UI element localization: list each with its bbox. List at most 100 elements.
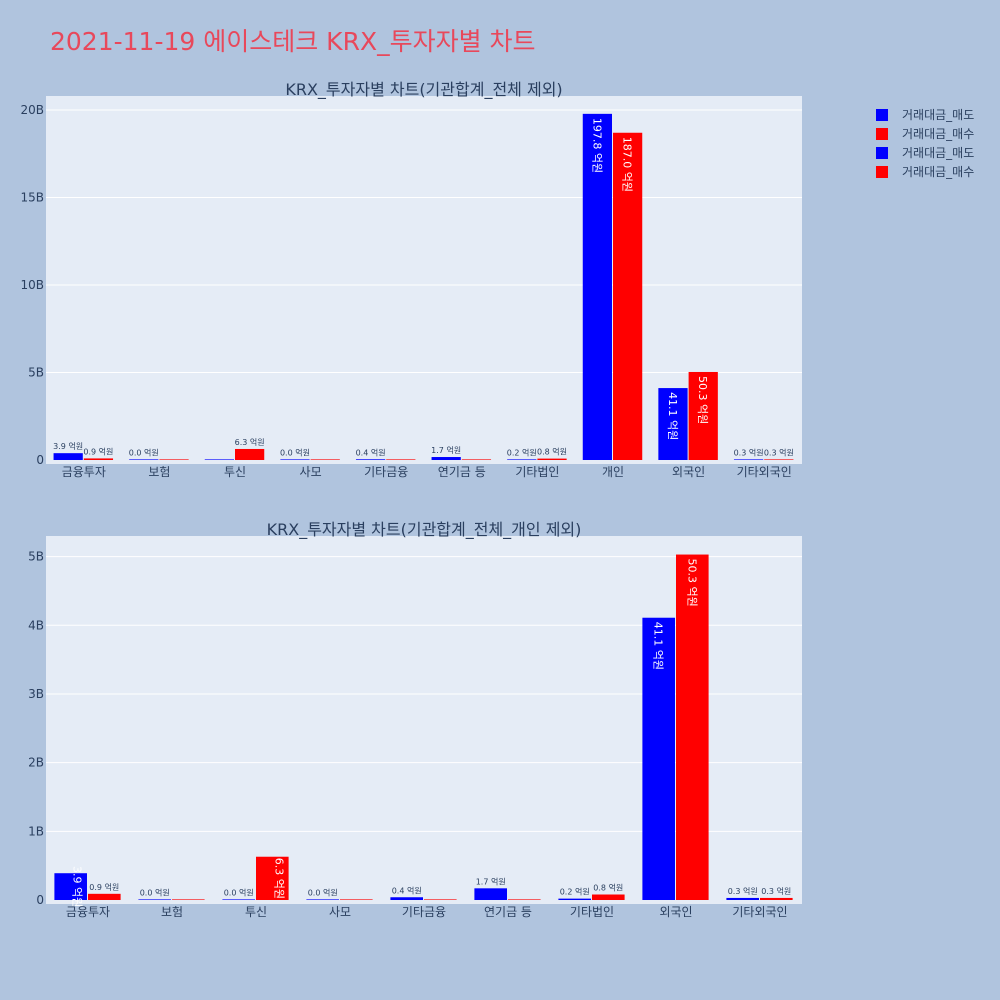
data-label: 50.3 억원: [685, 559, 698, 607]
bar-sell: [431, 457, 461, 460]
bar-sell: [53, 453, 83, 460]
data-label: 0.0 억원: [140, 887, 170, 897]
legend-swatch: [876, 109, 888, 121]
data-label: 6.3 억원: [272, 858, 285, 899]
bar-sell: [474, 888, 507, 900]
page-title: 2021-11-19 에이스테크 KRX_투자자별 차트: [50, 27, 536, 56]
y-tick-label: 0: [36, 893, 44, 907]
y-tick-label: 2B: [28, 756, 44, 770]
legend-swatch: [876, 147, 888, 159]
x-tick-label: 사모: [300, 465, 322, 479]
data-label: 3.9 억원: [53, 441, 83, 451]
y-tick-label: 15B: [20, 191, 44, 205]
x-tick-label: 개인: [602, 465, 624, 479]
x-tick-label: 기타외국인: [737, 465, 792, 479]
chart-title: KRX_투자자별 차트(기관합계_전체 제외): [285, 80, 562, 100]
bar-buy: [424, 899, 457, 900]
bar-buy: [537, 458, 567, 460]
legend-item[interactable]: 거래대금_매도: [876, 146, 974, 160]
y-tick-label: 20B: [20, 103, 44, 117]
bar-buy: [340, 899, 373, 900]
data-label: 0.8 억원: [537, 447, 567, 457]
data-label: 1.7 억원: [431, 445, 461, 455]
x-tick-label: 기타금융: [402, 905, 446, 919]
x-tick-label: 보험: [148, 465, 170, 479]
data-label: 50.3 억원: [696, 376, 709, 424]
x-tick-label: 기타법인: [570, 905, 614, 919]
bar-sell: [306, 899, 339, 900]
y-tick-label: 10B: [20, 278, 44, 292]
data-label: 41.1 억원: [652, 622, 665, 670]
bar-sell: [733, 459, 764, 460]
bar-sell: [222, 899, 255, 900]
y-tick-label: 4B: [28, 618, 44, 632]
legend-label: 거래대금_매도: [902, 146, 974, 160]
x-tick-label: 기타법인: [515, 465, 559, 479]
bar-buy: [461, 459, 492, 460]
bar-buy: [386, 459, 416, 460]
bar-buy: [613, 132, 643, 460]
legend-label: 거래대금_매도: [902, 108, 974, 122]
bar-buy: [159, 459, 189, 460]
data-label: 0.9 억원: [83, 446, 113, 456]
chart-1: 0 5B 10B 15B 20B KRX_투자자별 차트(기관합계_전체 제외) 금융투자 3…: [20, 80, 802, 479]
legend-item[interactable]: 거래대금_매도: [876, 108, 974, 122]
bar-sell: [355, 459, 386, 460]
x-tick-label: 투신: [245, 905, 267, 919]
data-label: 187.0 억원: [621, 137, 634, 192]
bar-buy: [688, 371, 718, 460]
x-tick-label: 기타외국인: [732, 905, 787, 919]
data-label: 0.4 억원: [356, 447, 386, 457]
bar-sell: [204, 459, 234, 460]
y-tick-label: 0: [36, 453, 44, 467]
bar-buy: [676, 554, 709, 900]
bar-sell: [726, 897, 759, 900]
data-label: 0.3 억원: [734, 447, 764, 457]
bar-buy: [764, 459, 794, 460]
legend-swatch: [876, 166, 888, 178]
legend-swatch: [876, 128, 888, 140]
bar-buy: [172, 899, 205, 900]
data-label: 0.2 억원: [507, 447, 537, 457]
data-label: 0.9 억원: [89, 882, 119, 892]
x-tick-label: 외국인: [659, 905, 692, 919]
legend-label: 거래대금_매수: [902, 127, 974, 141]
legend-item[interactable]: 거래대금_매수: [876, 127, 974, 141]
x-tick-label: 금융투자: [66, 905, 110, 919]
data-label: 3.9 억원: [71, 866, 84, 907]
data-label: 0.0 억원: [308, 887, 338, 897]
bar-sell: [138, 899, 171, 900]
data-label: 0.0 억원: [224, 887, 254, 897]
x-tick-label: 금융투자: [62, 465, 106, 479]
data-label: 197.8 억원: [590, 118, 603, 173]
x-tick-label: 기타금융: [364, 465, 408, 479]
bar-sell: [582, 113, 612, 460]
y-tick-label: 1B: [28, 824, 44, 838]
x-tick-label: 연기금 등: [484, 905, 532, 919]
data-label: 0.2 억원: [560, 887, 590, 897]
data-label: 0.0 억원: [129, 447, 159, 457]
y-tick-label: 5B: [28, 366, 44, 380]
x-tick-label: 보험: [161, 905, 183, 919]
bar-buy: [592, 894, 625, 900]
data-label: 0.0 억원: [280, 447, 310, 457]
y-tick-label: 3B: [28, 687, 44, 701]
bar-buy: [83, 458, 114, 460]
bar-sell: [507, 459, 537, 460]
bar-sell: [390, 897, 423, 900]
chart-2: 0 1B 2B 3B 4B 5B KRX_투자자별 차트(기관합계_전체_개인 제외) 금융투…: [28, 520, 802, 919]
bar-buy: [760, 897, 793, 900]
bar-sell: [558, 898, 591, 900]
data-label: 0.3 억원: [764, 447, 794, 457]
bar-sell: [658, 388, 688, 460]
x-tick-label: 사모: [329, 905, 351, 919]
data-label: 0.3 억원: [761, 886, 791, 896]
bar-buy: [88, 893, 121, 900]
x-tick-label: 외국인: [672, 465, 705, 479]
legend-item[interactable]: 거래대금_매수: [876, 165, 974, 179]
data-label: 1.7 억원: [476, 876, 506, 886]
bar-buy: [235, 448, 265, 460]
y-tick-label: 5B: [28, 550, 44, 564]
